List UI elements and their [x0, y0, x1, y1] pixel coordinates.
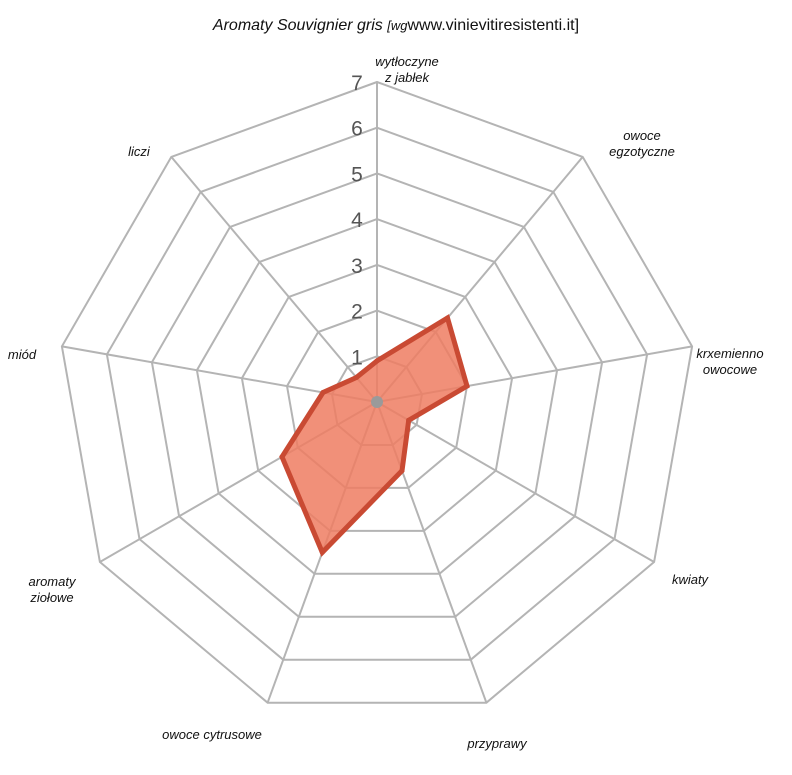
data-point-4 — [399, 468, 405, 474]
category-label-6: aromaty ziołowe — [28, 574, 76, 605]
grid-ring-5 — [150, 172, 604, 618]
tick-label-4: 4 — [351, 209, 363, 232]
category-label-5: owoce cytrusowe — [162, 727, 262, 742]
tick-label-2: 2 — [351, 301, 363, 324]
tick-label-6: 6 — [351, 118, 363, 141]
tick-label-3: 3 — [351, 255, 363, 278]
grid-spoke-8 — [170, 156, 378, 403]
tick-label-7: 7 — [351, 72, 363, 95]
data-point-2 — [464, 383, 470, 389]
tick-label-5: 5 — [351, 163, 363, 186]
chart-title-source-prefix: [wg — [387, 18, 408, 33]
data-point-0 — [374, 358, 380, 364]
grid-ring-3 — [240, 263, 514, 532]
data-point-5 — [319, 549, 325, 555]
tick-label-1: 1 — [351, 346, 363, 369]
data-point-7 — [320, 390, 326, 395]
data-point-8 — [353, 375, 359, 380]
chart-title: Aromaty Souvignier gris [wgwww.vinieviti… — [0, 17, 792, 35]
center-dot — [371, 396, 383, 408]
category-label-2: krxemienno owocowe — [696, 346, 764, 377]
chart-title-source: www.vinievitiresistenti.it] — [407, 17, 580, 34]
category-label-4: przyprawy — [467, 736, 527, 751]
grid-spoke-3 — [376, 401, 655, 563]
data-point-1 — [445, 315, 450, 321]
category-label-7: miód — [7, 347, 37, 362]
category-label-0: wytłoczyne z jabłek — [375, 54, 439, 85]
grid-ring-7 — [60, 80, 694, 704]
category-label-3: kwiaty — [671, 572, 709, 587]
series-area-0 — [279, 314, 470, 557]
category-label-8: liczi — [128, 144, 150, 159]
grid-ring-4 — [195, 218, 559, 575]
grid-ring-6 — [105, 126, 649, 661]
data-point-6 — [279, 454, 285, 460]
data-point-3 — [406, 417, 412, 423]
chart-title-text: Aromaty Souvignier gris — [212, 17, 383, 34]
category-label-1: owoce egzotyczne — [609, 128, 675, 159]
